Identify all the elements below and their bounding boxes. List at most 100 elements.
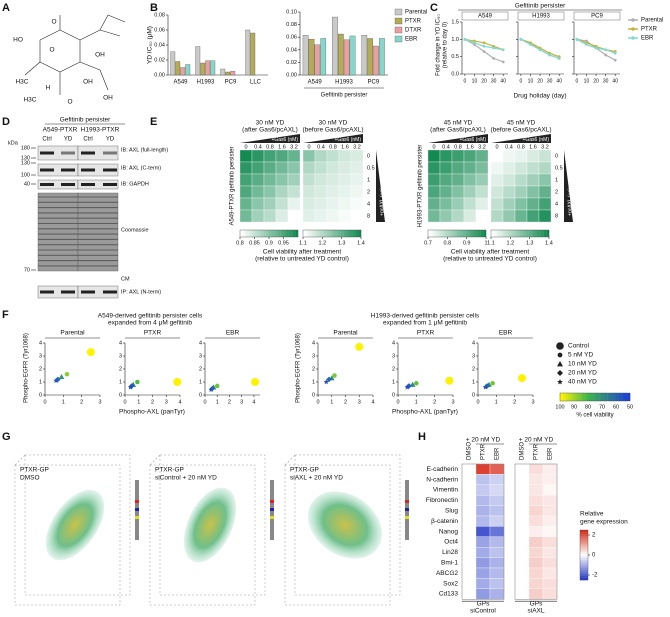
colorbar-step bbox=[332, 230, 335, 237]
panel-letter: D bbox=[2, 116, 10, 128]
row-label: IP: AXL (N-term) bbox=[121, 289, 161, 295]
heatmap-cell bbox=[475, 161, 489, 175]
x-tick-label: 2 bbox=[513, 399, 516, 405]
heatmap-cell bbox=[514, 197, 528, 211]
colorbar-step bbox=[311, 230, 315, 237]
legend-swatch bbox=[394, 17, 403, 25]
intensity-tick bbox=[270, 508, 274, 511]
heatmap-cell bbox=[439, 149, 453, 163]
heatmap-cell bbox=[338, 173, 352, 187]
colorbar-step bbox=[588, 393, 591, 401]
heatmap-cell bbox=[514, 567, 530, 579]
y-tick-label: 0.06 bbox=[154, 27, 165, 33]
heatmap-cell bbox=[542, 515, 558, 527]
colorbar-step bbox=[624, 393, 628, 401]
x-tick-label: 1 bbox=[495, 399, 498, 405]
band bbox=[61, 151, 75, 155]
legend-marker bbox=[557, 379, 563, 385]
x-tick-label: 0 bbox=[203, 399, 206, 405]
heatmap-cell bbox=[239, 173, 253, 187]
colorbar-step bbox=[433, 230, 437, 237]
point bbox=[538, 48, 542, 52]
wedge-label: +pcAXL (μg) bbox=[379, 188, 385, 216]
heatmap-cell bbox=[475, 209, 489, 223]
heatmap-cell bbox=[251, 197, 265, 211]
y-tick-label: 1 bbox=[472, 379, 475, 385]
subplot-title: PC9 bbox=[591, 14, 603, 20]
point bbox=[518, 374, 526, 383]
colorbar-step bbox=[459, 230, 463, 237]
heatmap-cell bbox=[542, 588, 558, 600]
heatmap-cell bbox=[451, 149, 465, 163]
x-tick-label: 2 bbox=[433, 399, 436, 405]
image-subtitle: DMSO bbox=[20, 475, 40, 482]
point bbox=[501, 48, 505, 52]
colorbar-step bbox=[242, 230, 246, 237]
image-title: PTXR-GP bbox=[290, 467, 319, 474]
heatmap-cell bbox=[463, 149, 477, 163]
heatmap-cell bbox=[287, 173, 301, 187]
y-tick-label: 2 bbox=[199, 366, 202, 372]
x-tick-label: 20 bbox=[537, 78, 543, 84]
heatmap-cell bbox=[502, 149, 516, 163]
heatmap-cell bbox=[350, 197, 364, 211]
y-tick-label: 4 bbox=[119, 340, 122, 346]
colorbar-step bbox=[326, 230, 330, 237]
heatmap-cell bbox=[475, 185, 489, 199]
heatmap-cell bbox=[489, 474, 505, 485]
heatmap-cell bbox=[461, 578, 477, 589]
legend-label: EBR bbox=[641, 36, 654, 42]
gene-label: ABCG2 bbox=[436, 570, 458, 577]
heatmap-cell bbox=[475, 197, 489, 211]
colorbar-step bbox=[525, 230, 529, 237]
cell-label: H1993-PTXR bbox=[81, 127, 120, 134]
colorbar-step bbox=[540, 230, 544, 237]
blot bbox=[77, 163, 119, 177]
colorbar-tick-label: 100 bbox=[555, 404, 564, 410]
heatmap-cell bbox=[489, 526, 505, 537]
y-tick-label: 0 bbox=[472, 392, 475, 398]
colorbar-step bbox=[580, 572, 588, 575]
x-tick-label: 0 bbox=[43, 399, 46, 405]
y-tick-label: 0 bbox=[199, 392, 202, 398]
heatmap-cell bbox=[427, 197, 441, 211]
colorbar-step bbox=[580, 568, 588, 571]
heatmap-cell bbox=[514, 185, 528, 199]
blot bbox=[77, 285, 119, 299]
heatmap-cell bbox=[326, 173, 340, 187]
colorbar-step bbox=[508, 230, 512, 237]
colorbar-tick-label: 0.7 bbox=[424, 240, 432, 246]
x-tick-label: 1 bbox=[330, 399, 333, 405]
band bbox=[103, 151, 117, 155]
image-subtitle: siAXL + 20 nM YD bbox=[290, 475, 343, 482]
colorbar-step bbox=[280, 230, 284, 237]
point bbox=[404, 384, 410, 390]
legend-marker bbox=[556, 342, 564, 350]
heatmap-cell bbox=[490, 161, 504, 175]
colorbar-step bbox=[590, 393, 594, 401]
gene-label: Sox2 bbox=[443, 580, 458, 587]
colorbar-tick-label: 1.3 bbox=[526, 240, 534, 246]
colorbar-step bbox=[537, 230, 541, 237]
heatmap-cell bbox=[514, 588, 530, 600]
colorbar-step bbox=[254, 230, 258, 237]
x-tick-label: 10 bbox=[472, 78, 478, 84]
point bbox=[332, 373, 337, 378]
row-label: 0 bbox=[367, 153, 370, 159]
legend-swatch bbox=[394, 35, 403, 43]
heatmap-cell bbox=[514, 515, 530, 527]
frame-edge bbox=[149, 454, 161, 466]
row-label: 1 bbox=[555, 177, 558, 183]
y-axis-label: (relative to day 0) bbox=[443, 22, 449, 68]
y-tick-label: 0.04 bbox=[286, 47, 297, 53]
heatmap-cell bbox=[314, 197, 328, 211]
heatmap-cell bbox=[451, 209, 465, 223]
col-label: 3.2 bbox=[478, 144, 486, 150]
column-label: DMSO bbox=[520, 442, 526, 460]
wedge-label: +Gas6 (nM) bbox=[459, 137, 486, 143]
point bbox=[482, 384, 488, 390]
group-footer: GPs bbox=[530, 601, 543, 608]
wedge-label: +Gas6 (nM) bbox=[522, 137, 549, 143]
point bbox=[585, 43, 588, 46]
colorbar-step bbox=[520, 230, 523, 237]
